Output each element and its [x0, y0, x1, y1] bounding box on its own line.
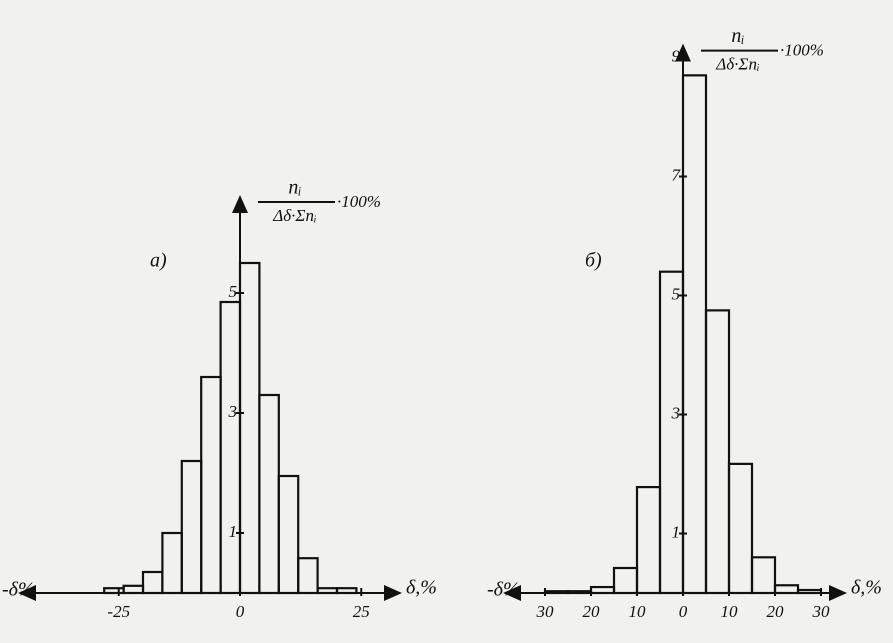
bar: [704, 309, 731, 595]
y-label-denominator: Δδ·Σnᵢ: [272, 206, 316, 225]
y-tick-label: 1: [229, 522, 238, 541]
y-label-numerator: nᵢ: [288, 177, 301, 199]
bar: [200, 375, 222, 595]
x-tick-label: 20: [767, 602, 785, 621]
bar: [681, 74, 708, 595]
panel-label: б): [585, 250, 602, 272]
bar: [727, 462, 754, 595]
y-label-numerator: nᵢ: [731, 25, 744, 47]
x-tick-label: 20: [583, 602, 601, 621]
bar: [122, 584, 145, 595]
bar: [219, 300, 242, 595]
bar: [635, 485, 662, 595]
x-axis-label-negative: -δ%: [2, 579, 35, 601]
x-axis-label: δ,%: [851, 577, 882, 599]
x-tick-label: 10: [629, 602, 647, 621]
y-tick-label: 3: [671, 403, 681, 422]
y-label-factor: ·100%: [780, 41, 824, 60]
x-tick-label: 0: [679, 602, 688, 621]
panel-label: а): [150, 250, 167, 272]
x-axis-label: δ,%: [406, 577, 437, 599]
y-tick-label: 3: [228, 402, 238, 421]
bar: [258, 393, 280, 595]
y-label-denominator: Δδ·Σnᵢ: [715, 55, 759, 74]
x-tick-label: 25: [353, 602, 370, 621]
bar: [750, 556, 777, 595]
y-tick-label: 7: [672, 165, 682, 184]
bar: [141, 570, 164, 595]
bar: [658, 270, 685, 595]
bar: [612, 566, 639, 595]
bar: [180, 459, 203, 595]
y-tick-label: 9: [672, 46, 681, 65]
x-tick-label: 30: [812, 602, 831, 621]
x-tick-label: -25: [107, 602, 130, 621]
bar: [773, 584, 800, 595]
bar: [161, 531, 183, 595]
x-tick-label: 0: [236, 602, 245, 621]
bar: [297, 557, 319, 595]
y-tick-label: 1: [672, 522, 681, 541]
x-tick-label: 30: [536, 602, 555, 621]
y-label-factor: ·100%: [337, 192, 381, 211]
y-tick-label: 5: [229, 282, 238, 301]
y-tick-label: 5: [672, 284, 681, 303]
bar: [277, 474, 300, 595]
x-tick-label: 10: [721, 602, 739, 621]
x-axis-label-negative: -δ%: [487, 579, 520, 601]
bar: [238, 261, 261, 595]
